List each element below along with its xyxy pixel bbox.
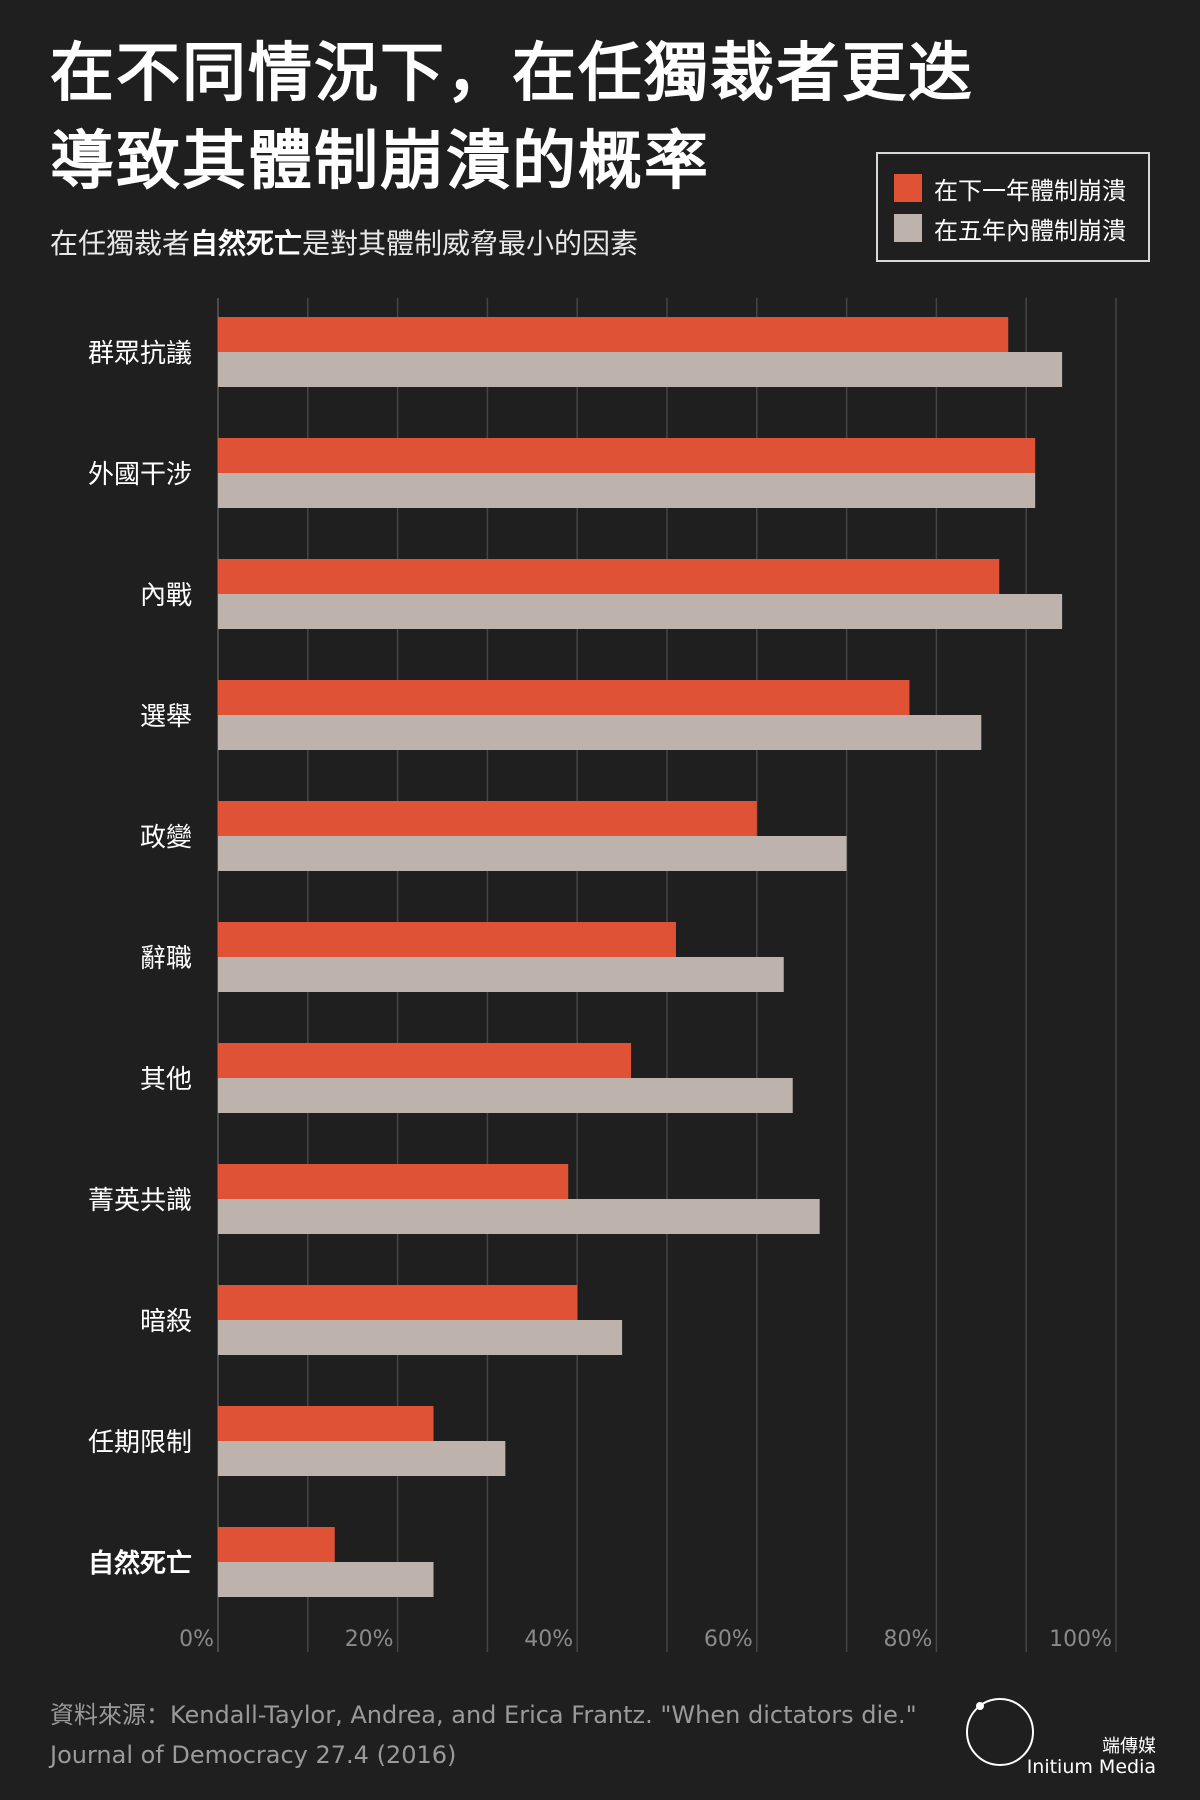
bars [218, 317, 1063, 1597]
brand-logo: 端傳媒 Initium Media [966, 1670, 1156, 1780]
bar-next-year [218, 1527, 335, 1562]
bar-five-years [218, 957, 784, 992]
chart-title: 在不同情況下，在任獨裁者更迭 導致其體制崩潰的概率 [50, 30, 1030, 206]
legend-item-five-years: 在五年內體制崩潰 [894, 208, 1148, 248]
bar-next-year [218, 317, 1009, 352]
logo-dot-icon [976, 1702, 984, 1710]
title-line-1: 在不同情況下，在任獨裁者更迭 [50, 37, 974, 111]
source-note: 資料來源：Kendall-Taylor, Andrea, and Erica F… [50, 1701, 917, 1769]
chart-legend: 在下一年體制崩潰 在五年內體制崩潰 [876, 152, 1150, 262]
category-label: 政變 [140, 823, 192, 853]
legend-item-next-year: 在下一年體制崩潰 [894, 168, 1148, 208]
subtitle-before: 在任獨裁者 [50, 227, 191, 260]
bar-next-year [218, 559, 1000, 594]
bar-next-year [218, 1043, 632, 1078]
chart-subtitle: 在任獨裁者自然死亡是對其體制威脅最小的因素 [50, 222, 638, 262]
bar-next-year [218, 1406, 434, 1441]
brand-name-en: Initium Media [1026, 1756, 1156, 1778]
bar-five-years [218, 594, 1063, 629]
bar-five-years [218, 836, 847, 871]
bar-next-year [218, 680, 910, 715]
x-tick-label: 80% [883, 1627, 932, 1652]
x-tick-label: 0% [179, 1627, 214, 1652]
category-label: 菁英共識 [88, 1186, 192, 1216]
bar-five-years [218, 473, 1036, 508]
category-label: 選舉 [140, 702, 192, 732]
x-tick-label: 60% [704, 1627, 753, 1652]
subtitle-emphasis: 自然死亡 [190, 227, 303, 260]
category-label: 外國干涉 [88, 460, 192, 490]
legend-label-five-years: 在五年內體制崩潰 [934, 216, 1126, 245]
bar-next-year [218, 922, 676, 957]
bar-next-year [218, 1285, 578, 1320]
logo-circle-icon [966, 1698, 1034, 1766]
bar-next-year [218, 801, 757, 836]
legend-label-next-year: 在下一年體制崩潰 [934, 176, 1126, 205]
legend-swatch-five-years [894, 214, 922, 242]
category-label: 群眾抗議 [88, 339, 192, 369]
legend-swatch-next-year [894, 174, 922, 202]
x-tick-label: 40% [524, 1627, 573, 1652]
category-label: 暗殺 [140, 1307, 192, 1337]
x-tick-label: 100% [1049, 1627, 1112, 1652]
bar-next-year [218, 438, 1036, 473]
bar-five-years [218, 1199, 820, 1234]
category-label: 任期限制 [88, 1428, 192, 1458]
bar-five-years [218, 715, 982, 750]
category-label: 辭職 [140, 944, 192, 974]
bar-five-years [218, 1441, 506, 1476]
brand-name-cn: 端傳媒 [1102, 1736, 1156, 1757]
bar-five-years [218, 352, 1063, 387]
category-label: 自然死亡 [88, 1548, 192, 1579]
category-label: 其他 [140, 1065, 192, 1095]
subtitle-after: 是對其體制威脅最小的因素 [302, 227, 639, 260]
x-axis-ticks: 0% 20% 40% 60% 80% 100% [179, 1627, 1112, 1652]
bar-five-years [218, 1320, 623, 1355]
bar-five-years [218, 1562, 434, 1597]
category-label: 內戰 [140, 581, 192, 611]
bar-next-year [218, 1164, 569, 1199]
bar-five-years [218, 1078, 793, 1113]
x-tick-label: 20% [345, 1627, 394, 1652]
title-line-2: 導致其體制崩潰的概率 [50, 125, 710, 199]
